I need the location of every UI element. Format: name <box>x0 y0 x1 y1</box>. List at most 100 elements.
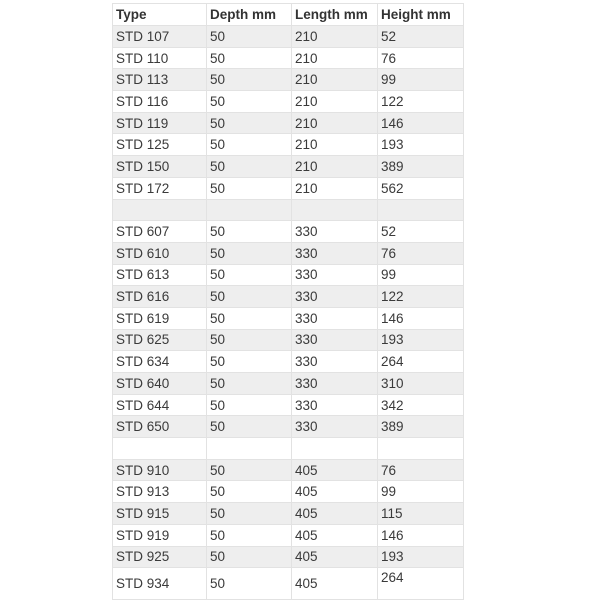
cell-type: STD 613 <box>112 263 207 287</box>
cell-depth: 50 <box>206 176 292 200</box>
table-row: STD 910 50 405 76 <box>112 458 464 482</box>
cell-type: STD 610 <box>112 241 207 265</box>
cell-type: STD 910 <box>112 458 207 482</box>
cell-type: STD 616 <box>112 285 207 308</box>
spacer-row <box>112 437 464 460</box>
cell-length: 405 <box>291 545 378 569</box>
cell-length: 210 <box>291 133 378 157</box>
cell-depth: 50 <box>206 458 292 482</box>
cell-depth: 50 <box>206 328 292 352</box>
cell-depth: 50 <box>206 111 292 135</box>
cell-height: 389 <box>377 155 464 178</box>
cell-depth: 50 <box>206 68 292 92</box>
cell-depth: 50 <box>206 133 292 157</box>
cell-type: STD 915 <box>112 502 207 525</box>
cell-height: 99 <box>377 263 464 287</box>
cell-height: 99 <box>377 480 464 504</box>
cell-type: STD 172 <box>112 176 207 200</box>
cell-depth: 50 <box>206 372 292 395</box>
cell-length: 405 <box>291 567 378 600</box>
cell-height: 310 <box>377 372 464 395</box>
cell-height: 122 <box>377 285 464 308</box>
cell-height: 146 <box>377 523 464 547</box>
cell-depth: 50 <box>206 502 292 525</box>
cell-length <box>291 437 378 460</box>
cell-length: 330 <box>291 263 378 287</box>
cell-length: 405 <box>291 480 378 504</box>
cell-length: 330 <box>291 372 378 395</box>
cell-height <box>377 437 464 460</box>
cell-type <box>112 437 207 460</box>
cell-depth: 50 <box>206 523 292 547</box>
spacer-row <box>112 198 464 222</box>
cell-height: 562 <box>377 176 464 200</box>
cell-length: 330 <box>291 393 378 417</box>
cell-length: 330 <box>291 350 378 373</box>
cell-type: STD 150 <box>112 155 207 178</box>
cell-depth: 50 <box>206 415 292 439</box>
cell-depth <box>206 198 292 222</box>
cell-depth: 50 <box>206 90 292 113</box>
cell-height: 99 <box>377 68 464 92</box>
table-row: STD 634 50 330 264 <box>112 350 464 373</box>
header-type: Type <box>112 3 207 26</box>
cell-depth: 50 <box>206 241 292 265</box>
table-row: STD 616 50 330 122 <box>112 285 464 308</box>
cell-length: 330 <box>291 220 378 243</box>
cell-type: STD 644 <box>112 393 207 417</box>
table-row: STD 116 50 210 122 <box>112 90 464 113</box>
header-height: Height mm <box>377 3 464 26</box>
table-row: STD 119 50 210 146 <box>112 111 464 135</box>
table-row: STD 640 50 330 310 <box>112 372 464 395</box>
cell-depth: 50 <box>206 46 292 70</box>
cell-type: STD 619 <box>112 306 207 330</box>
cell-height: 193 <box>377 328 464 352</box>
cell-depth: 50 <box>206 155 292 178</box>
cell-depth: 50 <box>206 25 292 48</box>
table-row: STD 613 50 330 99 <box>112 263 464 287</box>
table-row: STD 172 50 210 562 <box>112 176 464 200</box>
header-row: Type Depth mm Length mm Height mm <box>112 3 464 26</box>
cell-height: 52 <box>377 220 464 243</box>
cell-height: 76 <box>377 458 464 482</box>
dimensions-table: Type Depth mm Length mm Height mm STD 10… <box>112 3 464 600</box>
cell-type <box>112 198 207 222</box>
cell-length: 210 <box>291 25 378 48</box>
cell-height: 193 <box>377 545 464 569</box>
cell-length: 330 <box>291 241 378 265</box>
cell-length: 405 <box>291 523 378 547</box>
cell-height: 115 <box>377 502 464 525</box>
cell-length: 330 <box>291 328 378 352</box>
table-row: STD 919 50 405 146 <box>112 523 464 547</box>
cell-length: 330 <box>291 306 378 330</box>
cell-type: STD 113 <box>112 68 207 92</box>
cell-depth: 50 <box>206 480 292 504</box>
cell-type: STD 116 <box>112 90 207 113</box>
table-row: STD 113 50 210 99 <box>112 68 464 92</box>
cell-type: STD 913 <box>112 480 207 504</box>
cell-type: STD 919 <box>112 523 207 547</box>
cell-length: 210 <box>291 111 378 135</box>
cell-type: STD 107 <box>112 25 207 48</box>
header-length: Length mm <box>291 3 378 26</box>
cell-height: 76 <box>377 46 464 70</box>
table-row: STD 915 50 405 115 <box>112 502 464 525</box>
cell-length: 405 <box>291 458 378 482</box>
cell-depth: 50 <box>206 350 292 373</box>
table-row: STD 625 50 330 193 <box>112 328 464 352</box>
cell-height: 52 <box>377 25 464 48</box>
cell-length: 330 <box>291 415 378 439</box>
cell-depth: 50 <box>206 393 292 417</box>
cell-depth: 50 <box>206 567 292 600</box>
cell-type: STD 925 <box>112 545 207 569</box>
cell-type: STD 640 <box>112 372 207 395</box>
cell-height <box>377 198 464 222</box>
cell-height: 146 <box>377 306 464 330</box>
cell-length: 210 <box>291 90 378 113</box>
table-row: STD 934 50 405 264 <box>112 567 464 600</box>
cell-depth <box>206 437 292 460</box>
cell-type: STD 634 <box>112 350 207 373</box>
cell-length: 210 <box>291 155 378 178</box>
cell-height: 76 <box>377 241 464 265</box>
cell-depth: 50 <box>206 545 292 569</box>
